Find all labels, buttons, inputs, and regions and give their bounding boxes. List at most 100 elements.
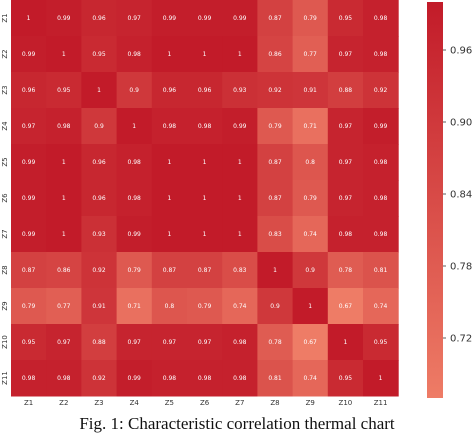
heatmap-cell-r7-c1 (11, 216, 47, 253)
cell-value-label-r6-c6: 1 (203, 195, 207, 202)
cell-value-label-r2-c6: 1 (203, 51, 207, 58)
y-tick-label-8: Z8 (1, 265, 9, 274)
cell-value-label-r9-c3: 0.91 (92, 303, 106, 310)
cell-value-label-r6-c9: 0.79 (304, 195, 318, 202)
x-tick-label-6: Z6 (200, 399, 210, 407)
heatmap-cell-r4-c7 (222, 108, 258, 145)
cell-value-label-r6-c7: 1 (238, 195, 242, 202)
cell-value-label-r8-c11: 0.81 (374, 267, 388, 274)
heatmap-cell-r3-c6 (187, 72, 223, 109)
heatmap-cell-r2-c5 (151, 36, 188, 73)
heatmap-cell-r11-c4 (116, 360, 153, 397)
cell-value-label-r7-c1: 0.99 (22, 231, 36, 238)
y-tick-label-7: Z7 (1, 229, 9, 238)
cell-value-label-r10-c4: 0.97 (128, 339, 142, 346)
heatmap-cell-r11-c7 (222, 360, 258, 397)
heatmap-cell-r10-c10 (327, 324, 364, 361)
cell-value-label-r4-c7: 0.99 (233, 123, 247, 130)
cell-value-label-r7-c8: 0.83 (268, 231, 282, 238)
heatmap-cell-r6-c4 (116, 180, 153, 217)
cell-value-label-r2-c7: 1 (238, 51, 242, 58)
heatmap-cell-r9-c7 (222, 288, 258, 325)
cell-value-label-r6-c3: 0.96 (92, 195, 106, 202)
cell-value-label-r5-c9: 0.8 (305, 159, 315, 166)
heatmap-cell-r2-c8 (257, 36, 294, 73)
heatmap-cell-r6-c10 (327, 180, 364, 217)
heatmap-cell-r8-c11 (363, 252, 399, 289)
heatmap-cell-r8-c8 (257, 252, 294, 289)
heatmap-cell-r4-c8 (257, 108, 294, 145)
heatmap-cell-r11-c11 (363, 360, 399, 397)
heatmap-cell-r11-c3 (81, 360, 118, 397)
cell-value-label-r1-c6: 0.99 (198, 15, 212, 22)
cell-value-label-r2-c10: 0.97 (339, 51, 353, 58)
y-tick-label-2: Z2 (1, 49, 9, 58)
colorbar-tick-label-1: 0.72 (450, 334, 472, 345)
heatmap-cell-r4-c9 (292, 108, 329, 145)
cell-value-label-r5-c4: 0.98 (128, 159, 142, 166)
heatmap-cell-r4-c2 (46, 108, 82, 145)
cell-value-label-r4-c5: 0.98 (163, 123, 177, 130)
x-tick-label-8: Z8 (270, 399, 279, 407)
heatmap-cell-r7-c6 (187, 216, 223, 253)
cell-value-label-r2-c8: 0.86 (268, 51, 282, 58)
y-tick-label-5: Z5 (1, 157, 9, 166)
heatmap-cells: 1 0.99 0.96 0.97 0.99 0.99 0.99 0.87 0.79 0.95 0.9… (11, 0, 399, 397)
cell-value-label-r9-c10: 0.67 (339, 303, 353, 310)
cell-value-label-r11-c11: 1 (379, 375, 383, 382)
heatmap-cell-r1-c7 (222, 0, 258, 37)
cell-value-label-r11-c2: 0.98 (57, 375, 71, 382)
cell-value-label-r6-c11: 0.98 (374, 195, 388, 202)
cell-value-label-r10-c5: 0.97 (163, 339, 177, 346)
heatmap-cell-r11-c9 (292, 360, 329, 397)
heatmap-cell-r7-c11 (363, 216, 399, 253)
cell-value-label-r1-c10: 0.95 (339, 15, 353, 22)
y-tick-label-4: Z4 (1, 121, 9, 131)
cell-value-label-r8-c6: 0.87 (198, 267, 212, 274)
cell-value-label-r1-c1: 1 (27, 15, 31, 22)
cell-value-label-r3-c7: 0.93 (233, 87, 247, 94)
x-tick-label-10: Z10 (339, 399, 353, 407)
cell-value-label-r1-c8: 0.87 (268, 15, 282, 22)
colorbar-tick-label-5: 0.96 (450, 46, 472, 57)
heatmap-cell-r2-c1 (11, 36, 47, 73)
cell-value-label-r9-c7: 0.74 (233, 303, 247, 310)
cell-value-label-r1-c3: 0.96 (92, 15, 106, 22)
cell-value-label-r6-c10: 0.97 (339, 195, 353, 202)
heatmap-cell-r7-c3 (81, 216, 118, 253)
cell-value-label-r7-c3: 0.93 (92, 231, 106, 238)
cell-value-label-r2-c11: 0.98 (374, 51, 388, 58)
cell-value-label-r3-c6: 0.96 (198, 87, 212, 94)
heatmap-cell-r8-c1 (11, 252, 47, 289)
cell-value-label-r7-c11: 0.98 (374, 231, 388, 238)
heatmap-cell-r8-c2 (46, 252, 82, 289)
cell-value-label-r3-c1: 0.96 (22, 87, 36, 94)
cell-value-label-r1-c11: 0.98 (374, 15, 388, 22)
heatmap-cell-r10-c4 (116, 324, 153, 361)
cell-value-label-r3-c5: 0.96 (163, 87, 177, 94)
heatmap-cell-r1-c6 (187, 0, 223, 37)
heatmap-cell-r9-c9 (292, 288, 329, 325)
heatmap-cell-r10-c3 (81, 324, 118, 361)
heatmap-cell-r4-c11 (363, 108, 399, 145)
heatmap-cell-r3-c4 (116, 72, 153, 109)
cell-value-label-r10-c6: 0.97 (198, 339, 212, 346)
heatmap-cell-r6-c9 (292, 180, 329, 217)
heatmap-cell-r7-c5 (151, 216, 188, 253)
heatmap-cell-r2-c6 (187, 36, 223, 73)
cell-value-label-r11-c9: 0.74 (304, 375, 318, 382)
x-tick-label-9: Z9 (306, 399, 315, 407)
y-tick-label-1: Z1 (1, 13, 9, 22)
heatmap-cell-r9-c5 (151, 288, 188, 325)
heatmap-cell-r10-c5 (151, 324, 188, 361)
cell-value-label-r11-c4: 0.99 (128, 375, 142, 382)
heatmap-cell-r10-c11 (363, 324, 399, 361)
heatmap-cell-r5-c6 (187, 144, 223, 181)
heatmap-cell-r1-c5 (151, 0, 188, 37)
heatmap-cell-r6-c1 (11, 180, 47, 217)
heatmap-cell-r1-c1 (11, 0, 47, 37)
heatmap-cell-r8-c3 (81, 252, 118, 289)
cell-value-label-r5-c6: 1 (203, 159, 207, 166)
cell-value-label-r2-c3: 0.95 (92, 51, 106, 58)
heatmap-cell-r3-c10 (327, 72, 364, 109)
